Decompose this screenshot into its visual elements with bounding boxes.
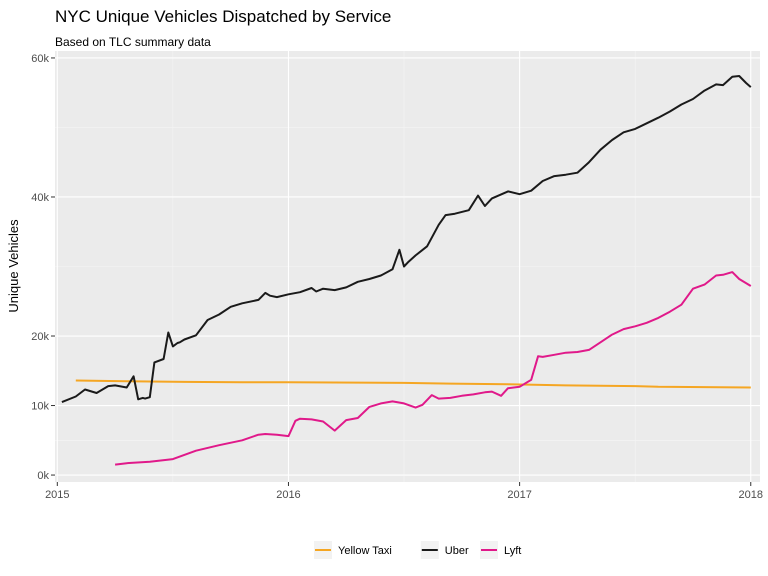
y-axis: 0k 10k 40k 60k 20k <box>31 53 55 482</box>
legend-label: Yellow Taxi <box>338 545 392 557</box>
series-line-yellow-taxi <box>75 379 751 389</box>
legend-item-uber: Uber <box>420 541 469 559</box>
legend-item-yellow-taxi: Yellow Taxi <box>314 541 392 559</box>
series-lines <box>61 75 752 466</box>
legend-label: Lyft <box>504 545 521 557</box>
y-tick-label: 0k <box>37 470 49 482</box>
legend-item-lyft: Lyft <box>480 541 521 559</box>
legend: Yellow Taxi Uber Lyft <box>314 541 521 559</box>
chart-title: NYC Unique Vehicles Dispatched by Servic… <box>55 7 391 26</box>
y-tick-label: 40k <box>31 192 49 204</box>
y-tick-label: 10k <box>31 401 49 413</box>
x-axis: 2015 2016 2017 2018 <box>45 482 763 501</box>
series-line-uber <box>61 75 752 404</box>
legend-label: Uber <box>445 545 469 557</box>
series-line-lyft <box>114 271 752 466</box>
x-tick-label: 2016 <box>276 489 300 501</box>
x-tick-label: 2015 <box>45 489 69 501</box>
chart-subtitle: Based on TLC summary data <box>55 35 211 49</box>
y-tick-label: 60k <box>31 53 49 65</box>
major-gridlines <box>55 51 760 482</box>
x-tick-label: 2018 <box>739 489 763 501</box>
y-tick-label: 20k <box>31 331 49 343</box>
x-tick-label: 2017 <box>507 489 531 501</box>
y-axis-title: Unique Vehicles <box>6 219 21 313</box>
